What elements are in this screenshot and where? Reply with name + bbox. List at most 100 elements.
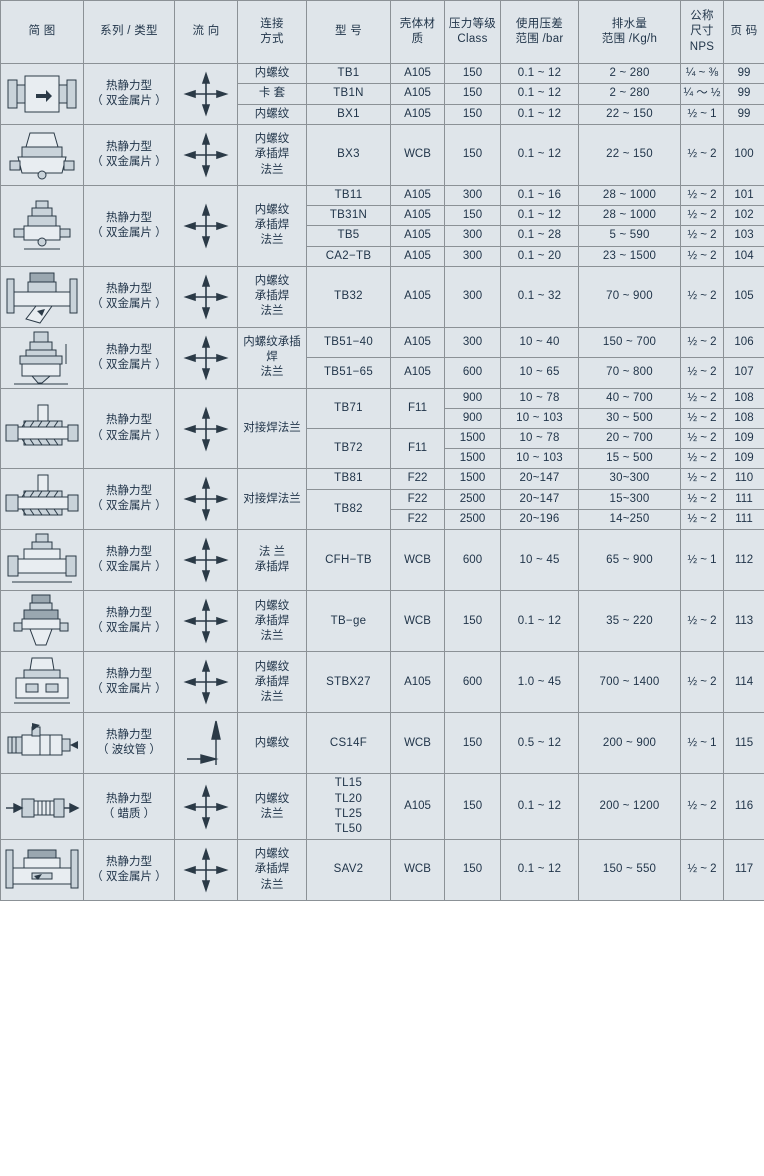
connection-cell: 内螺纹 [237,103,307,126]
diagram-cell [0,590,84,653]
page-number-cell: 100 [723,124,764,186]
differential-pressure-cell: 0.1 ~ 12 [500,103,579,126]
capacity-cell: 70 ~ 800 [578,357,681,389]
flow-direction-cell [174,265,238,328]
material-cell: F22 [390,509,445,531]
model-cell: TB31N [306,205,391,227]
material-cell: A105 [390,225,445,247]
bellows-inline-trap-icon [7,723,78,756]
differential-pressure-cell: 0.1 ~ 12 [500,590,579,653]
model-cell: STBX27 [306,651,391,714]
page-number-cell: 112 [723,529,764,592]
differential-pressure-cell: 20~196 [500,509,579,531]
model-cell: TB72 [306,428,391,470]
table-row: 热静力型（ 双金属片 ） 内螺纹 承插焊 法兰 STBX27 A105 600 1.0 ~ … [0,651,764,714]
pressure-class-cell: 300 [444,326,501,359]
table-row: CA2−TB A105 300 0.1 ~ 20 23 ~ 1500 ½ ~ 2 104 [1,245,764,267]
connection-cell: 内螺纹 [237,712,307,775]
column-header-conn: 连接 方式 [237,0,307,64]
nominal-size-cell: ½ ~ 2 [680,428,724,450]
connection-cell: 法 兰承插焊 [237,529,307,592]
flanged-body-trap-icon [5,849,79,889]
flow-direction-cell [174,124,238,186]
pressure-class-cell: 1500 [444,428,501,450]
capacity-cell: 5 ~ 590 [578,225,681,247]
model-cell: TB−ge [306,590,391,653]
connection-cell: 内螺纹承插焊法兰 [237,590,307,653]
table-row: TB72 F11 1500 10 ~ 78 20 ~ 700 ½ ~ 2 109 [1,428,764,470]
material-cell: A105 [390,651,445,714]
connection-cell: 卡 套 [237,83,307,105]
page-number-cell: 114 [723,651,764,714]
diagram-cell [0,326,84,389]
capacity-cell: 40 ~ 700 [578,387,681,409]
material-cell: A105 [390,103,445,126]
capacity-cell: 700 ~ 1400 [578,651,681,714]
differential-pressure-cell: 1.0 ~ 45 [500,651,579,714]
page-number-cell: 110 [723,468,764,490]
connection-cell: 内螺纹承插焊法兰 [237,124,307,186]
pressure-class-cell: 150 [444,103,501,126]
series-cell: 热静力型（ 蜡质 ） [83,773,175,841]
capacity-cell: 70 ~ 900 [578,265,681,328]
pressure-class-cell: 150 [444,62,501,85]
material-cell: WCB [390,529,445,592]
model-cell: TB5 [306,225,391,247]
page-number-cell: 105 [723,265,764,328]
nominal-size-cell: ½ ~ 1 [680,712,724,775]
flow-direction-cell [174,712,238,775]
y-strainer-flanged-icon [6,272,78,324]
pressure-class-cell: 600 [444,651,501,714]
nominal-size-cell: ½ ~ 2 [680,468,724,490]
capacity-cell: 30 ~ 500 [578,407,681,430]
globe-flanged-trap-icon [7,533,77,583]
right-angle-arrow-icon [187,721,221,766]
differential-pressure-cell: 10 ~ 103 [500,407,579,430]
pressure-class-cell: 600 [444,529,501,592]
four-way-arrow-icon [183,132,229,178]
page-number-cell: 111 [723,509,764,531]
pressure-class-cell: 150 [444,839,501,902]
flow-direction-cell [174,651,238,714]
pressure-class-cell: 2500 [444,488,501,511]
pressure-class-cell: 150 [444,205,501,227]
page-number-cell: 111 [723,488,764,511]
capacity-cell: 15~300 [578,488,681,511]
page-number-cell: 113 [723,590,764,653]
series-cell: 热静力型（ 双金属片 ） [83,63,175,125]
diagram-cell [0,651,84,714]
material-cell: WCB [390,712,445,775]
page-number-cell: 108 [723,407,764,430]
model-cell: BX1 [306,103,391,126]
model-cell: TB82 [306,488,391,531]
table-row: 内螺纹 BX1 A105 150 0.1 ~ 12 22 ~ 150 ½ ~ 1 99 [1,103,764,126]
capacity-cell: 2 ~ 280 [578,62,681,85]
flow-direction-cell [174,63,238,125]
nominal-size-cell: ½ ~ 2 [680,326,724,359]
diagram-cell [0,185,84,267]
column-header-series: 系列 / 类型 [83,0,175,64]
connection-cell: 内螺纹承插焊法兰 [237,839,307,902]
material-cell: F11 [390,428,445,470]
flow-direction-cell [174,387,238,470]
differential-pressure-cell: 20~147 [500,488,579,511]
differential-pressure-cell: 20~147 [500,468,579,490]
flow-direction-cell [174,839,238,902]
connection-cell: 内螺纹 法兰 [237,773,307,841]
nominal-size-cell: ½ ~ 1 [680,103,724,126]
table-header: 简 图系列 / 类型流 向连接 方式型 号壳体材质压力等级 Class 使用压差 范围 … [0,0,764,64]
nominal-size-cell: ½ ~ 2 [680,407,724,430]
model-cell: CA2−TB [306,245,391,267]
pressure-class-cell: 150 [444,83,501,105]
model-cell: TB71 [306,387,391,430]
material-cell: F11 [390,387,445,430]
four-way-arrow-icon [183,847,229,893]
table-row: 热静力型（ 双金属片 ） 对接焊法兰 TB81 F22 1500 20~147 30~30… [0,468,764,531]
series-cell: 热静力型（ 双金属片 ） [83,839,175,902]
page-number-cell: 99 [723,62,764,85]
differential-pressure-cell: 0.1 ~ 20 [500,245,579,267]
material-cell: F22 [390,468,445,490]
model-cell: TB32 [306,265,391,328]
nominal-size-cell: ½ ~ 2 [680,245,724,267]
stepped-body-trap-icon [13,200,71,250]
